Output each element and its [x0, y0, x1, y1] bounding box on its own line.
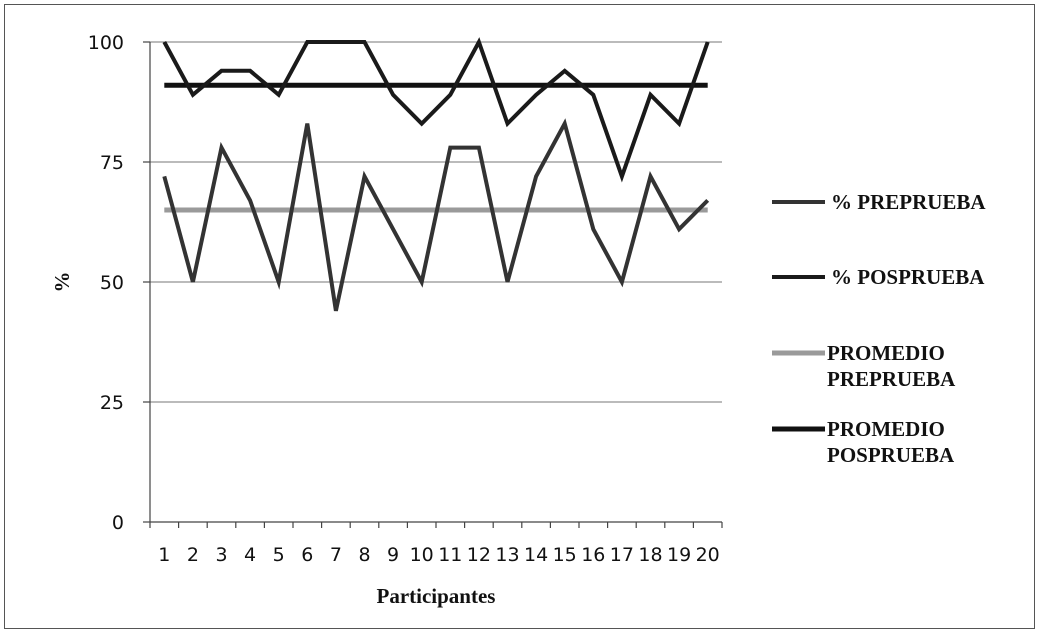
- y-tick-label: 100: [88, 32, 124, 54]
- x-tick-label: 10: [410, 544, 434, 566]
- x-tick-label: 19: [667, 544, 691, 566]
- series-lines: [162, 37, 710, 312]
- legend-label-2: PROMEDIO PREPRUEBA: [827, 341, 956, 391]
- x-tick-label: 11: [438, 544, 462, 566]
- chart-frame: 0 25 50 75 100 1 2 3 4 5 6 7 8 9 10 11 12 13 14 15 16 17 18 19…: [4, 4, 1035, 629]
- x-tick-label: 15: [553, 544, 577, 566]
- x-tick-label: 8: [358, 544, 370, 566]
- axes: [143, 41, 723, 528]
- x-tick-label: 7: [330, 544, 342, 566]
- y-tick-label: 25: [100, 392, 124, 414]
- gridlines: [150, 41, 722, 403]
- series-line-0: [162, 118, 710, 312]
- legend-label-line: % POSPRUEBA: [831, 265, 985, 289]
- x-tick-label: 1: [158, 544, 170, 566]
- y-axis-title: %: [50, 272, 74, 293]
- x-tick-label: 5: [273, 544, 285, 566]
- x-tick-label: 3: [215, 544, 227, 566]
- legend-label-line: POSPRUEBA: [827, 443, 955, 467]
- x-axis-title: Participantes: [377, 584, 496, 608]
- y-tick-label: 0: [112, 512, 124, 534]
- y-tick-labels: 0 25 50 75 100: [88, 32, 124, 534]
- x-tick-label: 13: [495, 544, 519, 566]
- x-tick-label: 16: [581, 544, 605, 566]
- series-line-1: [162, 37, 710, 183]
- x-tick-label: 2: [187, 544, 199, 566]
- x-tick-label: 18: [638, 544, 662, 566]
- x-tick-label: 20: [696, 544, 720, 566]
- x-tick-label: 14: [524, 544, 548, 566]
- legend-label-line: % PREPRUEBA: [831, 190, 986, 214]
- legend-label-line: PROMEDIO: [827, 417, 945, 441]
- y-tick-label: 75: [100, 152, 124, 174]
- legend-label-3: PROMEDIO POSPRUEBA: [827, 417, 955, 467]
- legend-label-line: PROMEDIO: [827, 341, 945, 365]
- x-tick-label: 4: [244, 544, 256, 566]
- y-tick-label: 50: [100, 272, 124, 294]
- x-tick-labels: 1 2 3 4 5 6 7 8 9 10 11 12 13 14 15 16 17 18 19 20: [158, 544, 720, 566]
- legend-label-1: % POSPRUEBA: [831, 265, 985, 289]
- x-tick-label: 12: [467, 544, 491, 566]
- legend-label-line: PREPRUEBA: [827, 367, 956, 391]
- legend-label-0: % PREPRUEBA: [831, 190, 986, 214]
- x-tick-label: 17: [610, 544, 634, 566]
- x-tick-label: 9: [387, 544, 399, 566]
- x-tick-label: 6: [301, 544, 313, 566]
